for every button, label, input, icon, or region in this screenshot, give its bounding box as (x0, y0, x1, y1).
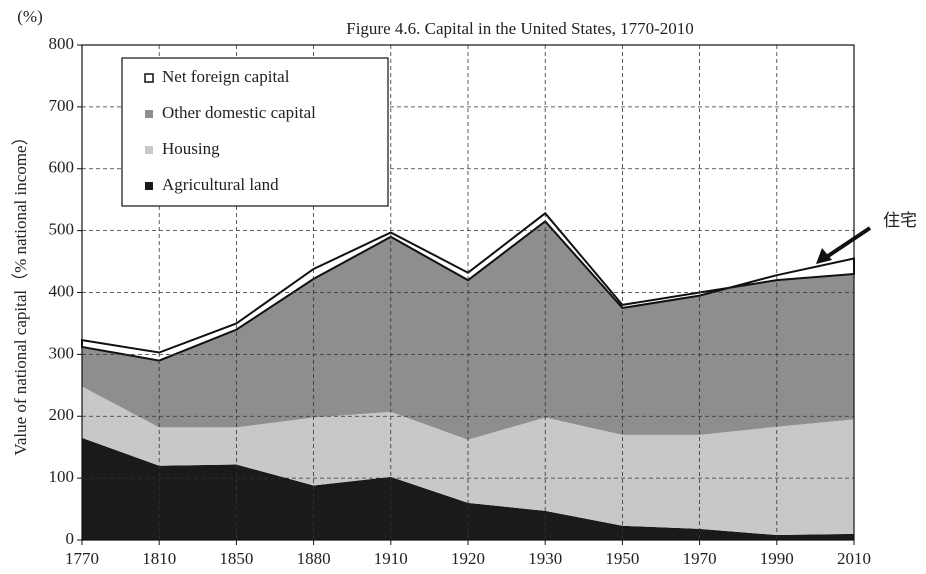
x-tick-label: 1920 (451, 549, 485, 568)
chart-title: Figure 4.6. Capital in the United States… (346, 19, 694, 38)
x-tick-label: 1910 (374, 549, 408, 568)
y-tick-label: 600 (49, 158, 75, 177)
y-tick-label: 300 (49, 343, 75, 362)
x-tick-label: 1990 (760, 549, 794, 568)
area (82, 437, 854, 540)
legend-swatch (144, 73, 154, 83)
y-tick-label: 500 (49, 220, 75, 239)
x-tick-label: 1970 (683, 549, 717, 568)
legend-box (121, 57, 389, 207)
annotation: 住宅 (883, 211, 917, 230)
legend-label: Net foreign capital (162, 67, 290, 86)
area (82, 221, 854, 440)
x-tick-label: 1770 (65, 549, 99, 568)
x-tick-label: 1880 (297, 549, 331, 568)
x-tick-label: 1850 (219, 549, 253, 568)
y-axis-title: Value of national capital（% national inc… (11, 128, 30, 455)
y-tick-label: 100 (49, 467, 75, 486)
y-tick-label: 400 (49, 281, 75, 300)
legend-swatch (145, 182, 153, 190)
x-tick-label: 2010 (837, 549, 871, 568)
legend-label: Other domestic capital (162, 103, 316, 122)
legend-swatch (145, 110, 153, 118)
annotation-arrow (823, 226, 872, 260)
legend-swatch (145, 146, 153, 154)
y-unit: (%) (17, 7, 42, 26)
legend-label: Agricultural land (162, 175, 279, 194)
y-tick-label: 800 (49, 34, 75, 53)
x-tick-label: 1950 (605, 549, 639, 568)
y-tick-label: 200 (49, 405, 75, 424)
y-tick-label: 700 (49, 96, 75, 115)
y-tick-label: 0 (66, 529, 75, 548)
x-tick-label: 1930 (528, 549, 562, 568)
annotation-arrowhead (816, 248, 832, 264)
x-tick-label: 1810 (142, 549, 176, 568)
legend: Net foreign capital Other domestic capita… (121, 57, 389, 207)
legend-label: Housing (162, 139, 220, 158)
